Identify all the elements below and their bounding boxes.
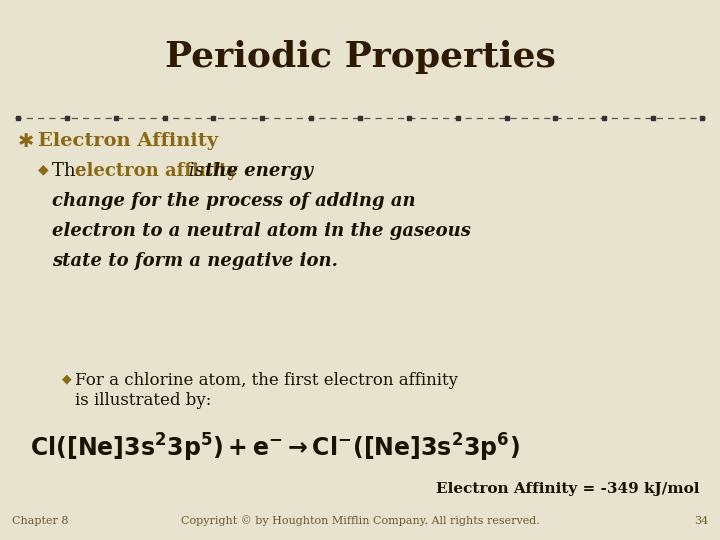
Text: Chapter 8: Chapter 8 [12,516,68,526]
Text: Periodic Properties: Periodic Properties [165,40,555,74]
Text: Copyright © by Houghton Mifflin Company. All rights reserved.: Copyright © by Houghton Mifflin Company.… [181,515,539,526]
Text: ◆: ◆ [62,372,71,385]
Text: electron to a neutral atom in the gaseous: electron to a neutral atom in the gaseou… [52,222,471,240]
Text: For a chlorine atom, the first electron affinity: For a chlorine atom, the first electron … [75,372,458,389]
Text: the energy: the energy [205,162,313,180]
Text: Electron Affinity: Electron Affinity [38,132,218,150]
Text: electron affinity: electron affinity [75,162,238,180]
Text: is illustrated by:: is illustrated by: [75,392,212,409]
Text: ✱: ✱ [18,132,35,151]
Text: state to form a negative ion.: state to form a negative ion. [52,252,338,270]
Text: $\mathbf{Cl([Ne]3s^{2}3p^{5})+e^{-}\rightarrow Cl^{-}([Ne]3s^{2}3p^{6})}$: $\mathbf{Cl([Ne]3s^{2}3p^{5})+e^{-}\righ… [30,432,520,464]
Text: change for the process of adding an: change for the process of adding an [52,192,415,210]
Text: is: is [183,162,210,180]
Text: ◆: ◆ [38,162,49,176]
Text: The: The [52,162,92,180]
Text: 34: 34 [694,516,708,526]
Text: Electron Affinity = -349 kJ/mol: Electron Affinity = -349 kJ/mol [436,482,700,496]
